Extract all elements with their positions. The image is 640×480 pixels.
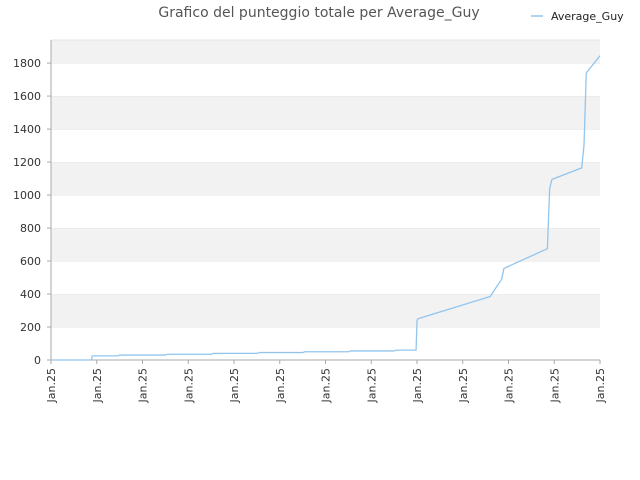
y-tick-label: 1000 <box>13 189 41 202</box>
grid-band <box>51 228 600 262</box>
grid-bands <box>51 39 600 360</box>
grid-band <box>51 195 600 229</box>
grid-band <box>51 261 600 295</box>
y-tick-label: 200 <box>20 321 41 334</box>
x-tick-label: Jan.25 <box>457 368 470 403</box>
series-line-average-guy <box>51 55 601 361</box>
grid-band <box>51 129 600 163</box>
grid-band <box>51 294 600 328</box>
x-tick-label: Jan.25 <box>91 368 104 403</box>
chart-title: Grafico del punteggio totale per Average… <box>158 5 479 21</box>
x-tick-label: Jan.25 <box>274 368 287 403</box>
grid-band <box>51 162 600 196</box>
x-tick-label: Jan.25 <box>548 368 561 403</box>
series-layer <box>51 55 601 361</box>
grid-band <box>51 63 600 97</box>
x-tick-label: Jan.25 <box>45 368 58 403</box>
y-tick-label: 600 <box>20 255 41 268</box>
y-tick-label: 1800 <box>13 57 41 70</box>
y-tick-label: 800 <box>20 222 41 235</box>
x-tick-label: Jan.25 <box>182 368 195 403</box>
x-tick-label: Jan.25 <box>594 368 607 403</box>
y-axis: 0 200 400 600 800 1000 1200 1400 1600 1800 <box>13 40 52 367</box>
x-tick-label: Jan.25 <box>137 368 150 403</box>
legend-label: Average_Guy <box>551 10 624 23</box>
y-tick-label: 0 <box>34 354 41 367</box>
x-tick-label: Jan.25 <box>228 368 241 403</box>
y-tick-label: 400 <box>20 288 41 301</box>
x-tick-label: Jan.25 <box>320 368 333 403</box>
legend: Average_Guy <box>531 10 624 23</box>
grid-band <box>51 40 600 64</box>
grid-band <box>51 96 600 130</box>
x-tick-label: Jan.25 <box>503 368 516 403</box>
x-tick-label: Jan.25 <box>411 368 424 403</box>
y-tick-label: 1200 <box>13 156 41 169</box>
x-axis: Jan.25 Jan.25 Jan.25 Jan.25 Jan.25 Jan.25 Jan.… <box>45 359 607 403</box>
x-tick-label: Jan.25 <box>365 368 378 403</box>
y-tick-label: 1600 <box>13 90 41 103</box>
y-tick-label: 1400 <box>13 123 41 136</box>
